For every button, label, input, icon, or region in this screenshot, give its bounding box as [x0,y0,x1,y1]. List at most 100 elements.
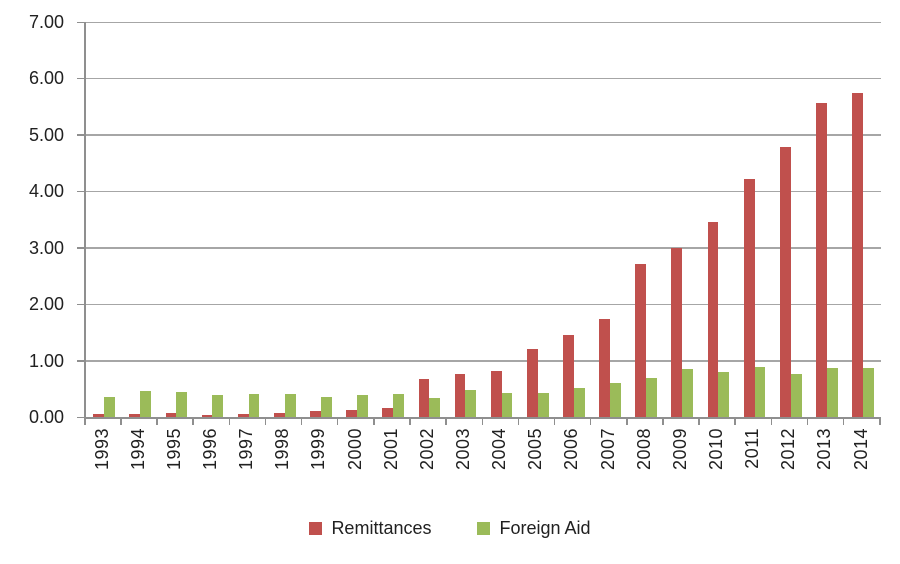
bar-remittances-1996 [201,414,213,417]
x-label-cell-2000: 2000 [337,428,373,508]
x-label-cell-2011: 2011 [735,428,771,508]
y-axis-tick [77,134,84,136]
bar-foreign-aid-1993 [104,396,115,417]
bar-remittances-2003 [454,373,466,417]
x-axis-label-2009: 2009 [669,428,690,471]
x-label-cell-1999: 1999 [301,428,337,508]
bar-group-1996 [194,22,230,417]
x-axis-label-1993: 1993 [91,428,112,471]
bar-remittances-2008 [635,264,647,417]
y-axis-label-7.00: 7.00 [28,12,64,32]
y-axis-tick [77,416,84,418]
x-axis-tick [698,419,700,425]
x-axis-label-2001: 2001 [380,428,401,471]
bar-group-1998 [267,22,303,417]
x-axis-tick [336,419,339,425]
bar-remittances-1998 [273,413,285,417]
x-axis-label-2004: 2004 [489,428,510,471]
x-label-cell-2007: 2007 [590,428,626,508]
y-axis-label-1.00: 1.00 [28,350,64,371]
bar-remittances-2006 [563,335,574,417]
bar-remittances-2002 [418,378,430,417]
x-axis-label-1998: 1998 [272,428,293,471]
y-axis-tick [77,247,84,249]
bar-remittances-1993 [93,414,105,417]
bar-group-2014 [845,22,881,417]
bar-group-2009 [664,22,700,417]
bar-group-2012 [773,22,809,417]
x-axis-tick [481,419,483,425]
y-axis-tick [77,77,84,80]
x-axis-label-2008: 2008 [633,428,654,471]
x-axis-tick [264,419,267,425]
x-axis-label-2007: 2007 [597,428,618,471]
x-label-cell-2002: 2002 [409,428,445,508]
bar-foreign-aid-2007 [610,383,621,417]
x-axis-tick [770,419,773,425]
y-axis-tick [77,303,84,306]
bar-group-1995 [158,22,194,417]
x-label-cell-1994: 1994 [120,428,156,508]
x-label-cell-2013: 2013 [807,428,843,508]
plot-area [84,21,881,419]
gridline-2.00 [86,303,881,306]
x-axis-tick [228,419,231,425]
bar-foreign-aid-2014 [863,367,874,417]
x-axis-tick [445,419,447,425]
bar-foreign-aid-2006 [573,387,585,417]
bar-remittances-1999 [310,411,321,417]
bar-group-2011 [737,22,773,417]
x-axis-tick [373,419,375,425]
y-axis-tick [77,360,84,362]
x-axis-label-2000: 2000 [344,428,365,471]
x-axis-tick [84,419,86,425]
bar-remittances-2013 [816,102,827,417]
bar-foreign-aid-2012 [790,374,802,417]
foreign-aid-swatch-icon [477,522,491,535]
x-label-cell-1995: 1995 [156,428,192,508]
x-axis-tick [626,419,628,425]
bar-group-1997 [231,22,267,417]
bar-foreign-aid-1994 [140,391,152,417]
bar-foreign-aid-2009 [682,369,694,417]
bar-group-1994 [122,22,158,417]
bar-group-2000 [339,22,375,417]
bar-foreign-aid-2001 [393,394,405,417]
x-axis-label-1994: 1994 [127,428,148,471]
bar-foreign-aid-1997 [248,394,260,417]
x-label-cell-2010: 2010 [698,428,734,508]
x-axis-label-2006: 2006 [561,428,582,471]
bar-remittances-2000 [346,409,358,417]
x-label-cell-1996: 1996 [192,428,228,508]
x-axis-tick [300,419,303,425]
bar-group-2005 [520,22,556,417]
bar-group-2006 [556,22,592,417]
bar-remittances-2012 [779,146,791,417]
x-label-cell-2005: 2005 [518,428,554,508]
bar-group-2003 [447,22,483,417]
bar-foreign-aid-2004 [501,392,513,417]
x-axis-tick [409,419,411,425]
legend-item-remittances: Remittances [309,518,431,539]
x-axis-label-1997: 1997 [236,428,257,471]
x-axis-label-2003: 2003 [452,428,473,471]
x-axis-label-1996: 1996 [199,428,220,471]
bar-group-2008 [628,22,664,417]
y-axis-label-2.00: 2.00 [28,294,64,315]
x-axis-label-2014: 2014 [850,428,871,471]
x-axis-label-2005: 2005 [525,428,546,471]
x-label-cell-1998: 1998 [265,428,301,508]
x-label-cell-2012: 2012 [771,428,807,508]
y-axis-tick [77,21,84,23]
bar-remittances-2009 [671,247,683,417]
gridline-6.00 [86,77,881,80]
bar-group-2010 [700,22,736,417]
x-label-cell-1997: 1997 [229,428,265,508]
bar-foreign-aid-1998 [284,393,296,417]
bar-remittances-2007 [599,319,611,417]
gridline-7.00 [86,21,881,23]
bar-group-1999 [303,22,339,417]
bar-foreign-aid-2000 [357,395,368,417]
y-axis-label-0.00: 0.00 [28,407,64,427]
bar-remittances-2011 [743,178,755,417]
